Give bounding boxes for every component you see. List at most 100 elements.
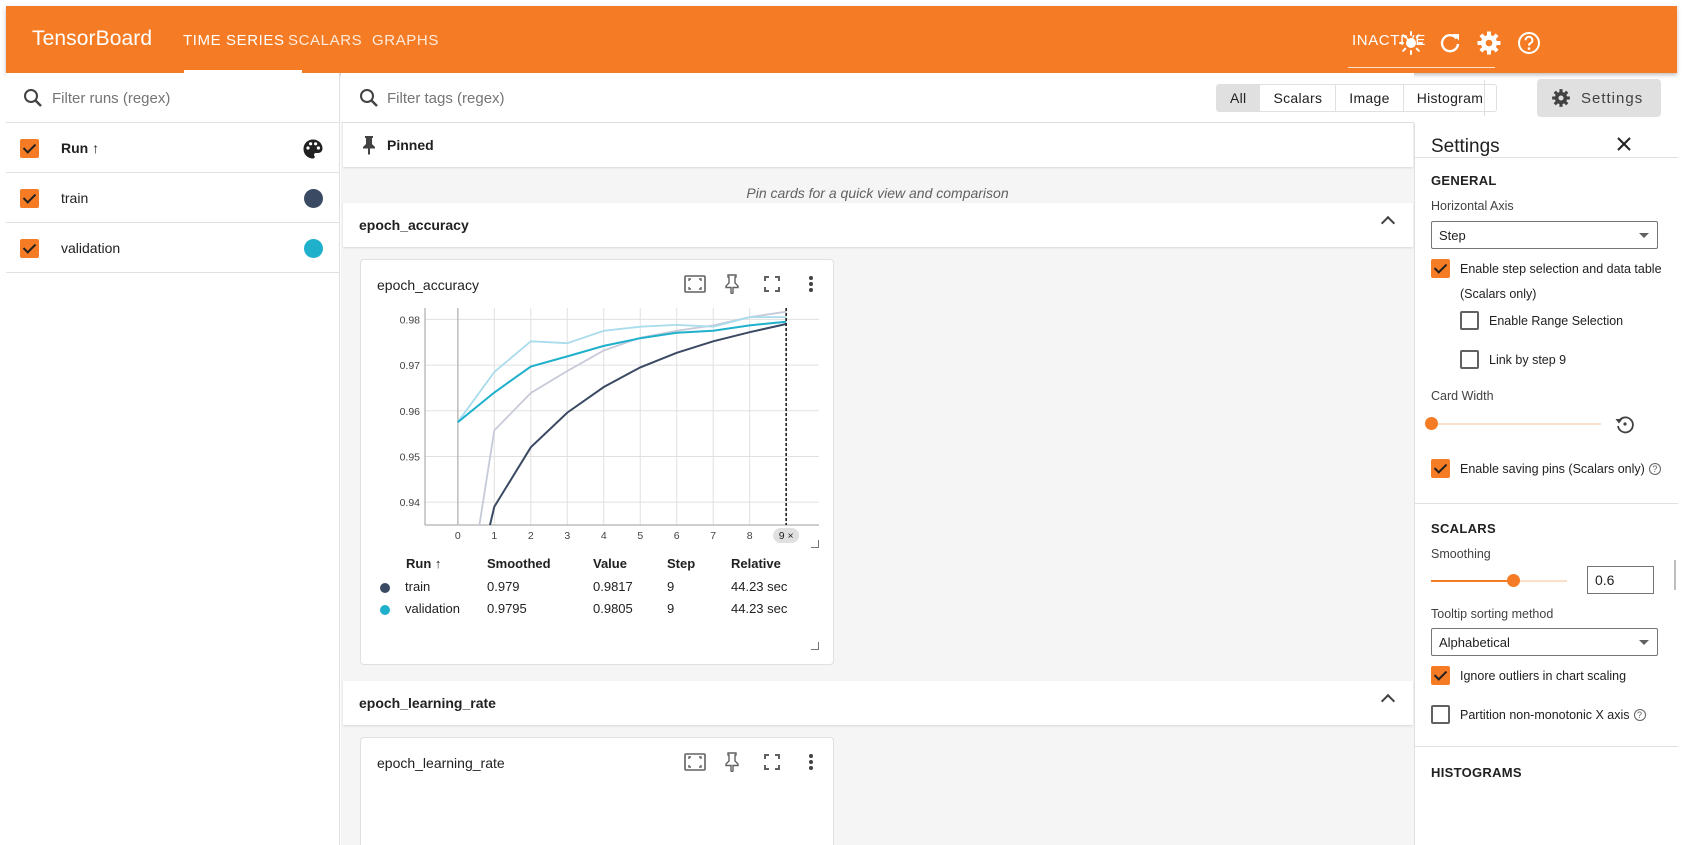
chevron-up-icon[interactable] [1380, 215, 1396, 231]
run-color-swatch-validation[interactable] [304, 239, 323, 258]
table-resize-handle[interactable] [811, 642, 819, 650]
partition-option[interactable]: Partition non-monotonic X axis? [1431, 705, 1646, 724]
x-tick-label: 2 [528, 530, 534, 542]
reset-icon[interactable] [1614, 413, 1636, 435]
more-vert-icon[interactable] [807, 274, 815, 294]
scalars-section-title: SCALARS [1431, 521, 1496, 536]
runs-filter-input[interactable] [52, 87, 322, 109]
tooltip-sorting-select[interactable]: Alphabetical [1431, 628, 1658, 656]
card-width-slider-track[interactable] [1431, 423, 1601, 425]
ignore-outliers-checkbox[interactable] [1431, 666, 1450, 685]
table-header-run[interactable]: Run ↑ [406, 556, 442, 571]
step-selection-option[interactable]: Enable step selection and data table [1431, 259, 1662, 278]
y-tick-label: 0.97 [400, 360, 421, 372]
table-header-relative[interactable]: Relative [731, 556, 781, 571]
gear-icon[interactable] [1476, 30, 1502, 56]
table-header-step[interactable]: Step [667, 556, 696, 571]
runs-sort-header[interactable]: Run ↑ [61, 140, 100, 156]
series-line-validation [457, 320, 787, 423]
section-title: epoch_learning_rate [359, 695, 496, 711]
settings-button-label: Settings [1581, 90, 1644, 107]
settings-title: Settings [1431, 136, 1500, 157]
smoothing-slider-thumb[interactable] [1506, 574, 1520, 587]
ignore-outliers-option[interactable]: Ignore outliers in chart scaling [1431, 666, 1626, 685]
filter-scalars-button[interactable]: Scalars [1259, 85, 1336, 111]
tab-scalars[interactable]: SCALARS [288, 32, 363, 49]
fit-domain-icon[interactable] [684, 752, 706, 772]
pinned-section-header: Pinned [343, 123, 1413, 167]
close-icon[interactable] [1615, 135, 1633, 153]
horizontal-axis-value: Step [1439, 228, 1466, 243]
run-checkbox-train[interactable] [20, 189, 39, 208]
table-cell-relative: 44.23 sec [731, 579, 788, 594]
saving-pins-label: Enable saving pins (Scalars only) [1460, 461, 1645, 476]
table-header-smoothed[interactable]: Smoothed [487, 556, 551, 571]
link-step-checkbox[interactable] [1460, 350, 1479, 369]
chevron-up-icon[interactable] [1380, 693, 1396, 709]
fullscreen-icon[interactable] [763, 752, 781, 772]
histograms-section-title: HISTOGRAMS [1431, 765, 1522, 780]
line-chart[interactable]: 0 1 2 3 4 5 6 7 8 0.94 0.95 0.96 0.97 0.98 9 × [361, 290, 835, 558]
smoothing-input[interactable]: 0.6 [1587, 566, 1654, 594]
brightness-icon[interactable] [1398, 30, 1424, 56]
partition-label: Partition non-monotonic X axis [1460, 707, 1630, 722]
section-epoch-accuracy[interactable]: epoch_accuracy [343, 203, 1413, 247]
saving-pins-checkbox[interactable] [1431, 459, 1450, 478]
run-color-swatch-train[interactable] [304, 189, 323, 208]
smoothing-slider-track[interactable] [1512, 580, 1567, 582]
help-icon[interactable]: ? [1633, 708, 1646, 721]
filter-all-button[interactable]: All [1217, 85, 1260, 111]
table-header-value[interactable]: Value [593, 556, 627, 571]
link-step-label: Link by step 9 [1489, 352, 1567, 367]
card-width-label: Card Width [1431, 389, 1494, 403]
scalar-card-epoch-learning-rate: epoch_learning_rate [360, 737, 834, 845]
partition-checkbox[interactable] [1431, 705, 1450, 724]
run-checkbox-validation[interactable] [20, 239, 39, 258]
x-tick-label: 3 [564, 530, 570, 542]
range-selection-option[interactable]: Enable Range Selection [1460, 311, 1623, 330]
more-vert-icon[interactable] [807, 752, 815, 772]
ignore-outliers-label: Ignore outliers in chart scaling [1460, 668, 1627, 683]
card-width-slider-thumb[interactable] [1425, 417, 1438, 430]
range-selection-checkbox[interactable] [1460, 311, 1479, 330]
y-tick-label: 0.98 [400, 314, 421, 326]
filter-histogram-button[interactable]: Histogram [1402, 85, 1497, 111]
table-cell-step: 9 [667, 601, 675, 616]
run-row-validation[interactable]: validation [6, 223, 340, 273]
section-epoch-learning-rate[interactable]: epoch_learning_rate [343, 681, 1413, 725]
divider [1415, 157, 1678, 158]
pin-icon[interactable] [724, 274, 740, 294]
tooltip-sorting-value: Alphabetical [1439, 635, 1510, 650]
table-cell-smoothed: 0.9795 [487, 601, 527, 616]
tab-graphs[interactable]: GRAPHS [372, 32, 439, 49]
pin-icon[interactable] [724, 752, 740, 772]
select-all-runs-checkbox[interactable] [20, 139, 39, 158]
step-selection-checkbox[interactable] [1431, 259, 1450, 278]
range-selection-label: Enable Range Selection [1489, 313, 1624, 328]
brand-title: TensorBoard [32, 27, 153, 50]
help-icon[interactable]: ? [1648, 462, 1661, 475]
tab-time-series[interactable]: TIME SERIES [183, 32, 285, 49]
scrollbar-thumb[interactable] [1674, 560, 1676, 590]
settings-toggle-button[interactable]: Settings [1537, 79, 1661, 117]
refresh-icon[interactable] [1437, 30, 1463, 56]
run-row-train[interactable]: train [6, 173, 340, 223]
horizontal-axis-select[interactable]: Step [1431, 221, 1658, 249]
search-icon [24, 89, 42, 107]
table-cell-run: train [405, 579, 431, 594]
fit-domain-icon[interactable] [684, 274, 706, 294]
help-icon[interactable] [1516, 30, 1542, 56]
smoothing-slider-active[interactable] [1431, 580, 1513, 582]
pin-icon [363, 136, 375, 155]
palette-icon[interactable] [302, 138, 324, 160]
x-tick-label: 8 [747, 530, 753, 542]
link-step-option[interactable]: Link by step 9 [1460, 350, 1566, 369]
tags-filter-input[interactable] [387, 87, 987, 109]
fullscreen-icon[interactable] [763, 274, 781, 294]
filter-image-button[interactable]: Image [1335, 85, 1403, 111]
chart-resize-handle[interactable] [811, 540, 819, 548]
step-selector-chip [773, 528, 800, 543]
table-cell-relative: 44.23 sec [731, 601, 788, 616]
smoothing-label: Smoothing [1431, 547, 1491, 561]
saving-pins-option[interactable]: Enable saving pins (Scalars only)? [1431, 459, 1661, 478]
